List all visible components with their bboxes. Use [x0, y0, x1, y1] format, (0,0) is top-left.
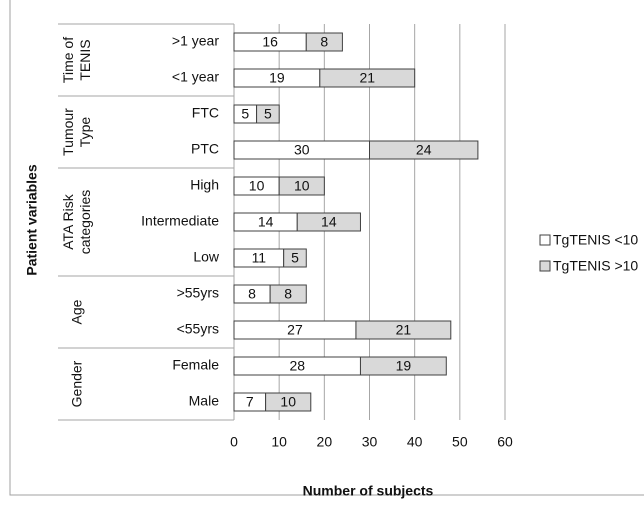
- data-label: 19: [396, 358, 412, 374]
- data-label: 19: [269, 70, 285, 86]
- bar-segment: [283, 248, 307, 268]
- data-label: 8: [284, 286, 292, 302]
- data-label: 21: [359, 70, 375, 86]
- data-label: 11: [252, 250, 267, 266]
- data-label: 16: [262, 34, 278, 50]
- legend-label: TgTENIS >10: [553, 258, 638, 274]
- x-tick-label: 50: [452, 434, 468, 450]
- y-tick-label: PTC: [191, 141, 219, 157]
- bar-segment: [265, 392, 312, 412]
- legend-swatch: [539, 234, 551, 246]
- bar-segment: [369, 140, 479, 160]
- x-axis-title: Number of subjects: [303, 483, 434, 499]
- bar-segment: [256, 104, 280, 124]
- x-tick-label: 60: [497, 434, 513, 450]
- y-tick-label: Intermediate: [141, 213, 219, 229]
- data-label: 10: [280, 394, 296, 410]
- bar-segment: [355, 320, 452, 340]
- data-label: 24: [416, 142, 432, 158]
- data-label: 5: [291, 250, 299, 266]
- group-label: TENIS: [77, 39, 93, 80]
- data-label: 8: [248, 286, 256, 302]
- group-label: Type: [77, 117, 93, 148]
- bar-segment: [319, 68, 416, 88]
- data-label: 5: [264, 106, 272, 122]
- data-label: 10: [249, 178, 265, 194]
- x-tick-label: 0: [230, 434, 238, 450]
- y-tick-label: <1 year: [172, 69, 219, 85]
- data-label: 21: [396, 322, 412, 338]
- legend-swatch: [539, 260, 551, 272]
- bar-segment: [278, 176, 325, 196]
- y-tick-label: FTC: [192, 105, 219, 121]
- x-tick-label: 10: [271, 434, 287, 450]
- data-label: 30: [294, 142, 310, 158]
- y-tick-label: High: [190, 177, 219, 193]
- data-label: 5: [241, 106, 249, 122]
- y-tick-label: >55yrs: [177, 285, 219, 301]
- y-tick-label: >1 year: [172, 33, 219, 49]
- legend-label: TgTENIS <10: [553, 232, 638, 248]
- x-tick-label: 40: [407, 434, 423, 450]
- data-label: 14: [321, 214, 337, 230]
- data-label: 8: [320, 34, 328, 50]
- group-label: Time of: [60, 37, 76, 83]
- group-label: ATA Risk: [60, 193, 76, 249]
- x-tick-label: 30: [362, 434, 378, 450]
- y-axis-title: Patient variables: [24, 164, 40, 275]
- group-label: Tumour: [60, 108, 76, 156]
- group-label: Gender: [69, 360, 85, 407]
- x-tick-label: 20: [317, 434, 333, 450]
- bar-segment: [305, 32, 343, 52]
- data-label: 7: [246, 394, 254, 410]
- y-tick-label: Male: [189, 393, 220, 409]
- data-label: 14: [258, 214, 274, 230]
- bar-segment: [296, 212, 361, 232]
- bar-segment: [359, 356, 447, 376]
- chart-frame: [9, 0, 644, 496]
- group-label: Age: [69, 299, 85, 324]
- bar-segment: [269, 284, 307, 304]
- y-tick-label: <55yrs: [177, 321, 219, 337]
- group-label: categories: [77, 190, 93, 255]
- data-label: 28: [289, 358, 305, 374]
- y-tick-label: Female: [172, 357, 219, 373]
- y-tick-label: Low: [193, 249, 220, 265]
- data-label: 27: [287, 322, 303, 338]
- data-label: 10: [294, 178, 310, 194]
